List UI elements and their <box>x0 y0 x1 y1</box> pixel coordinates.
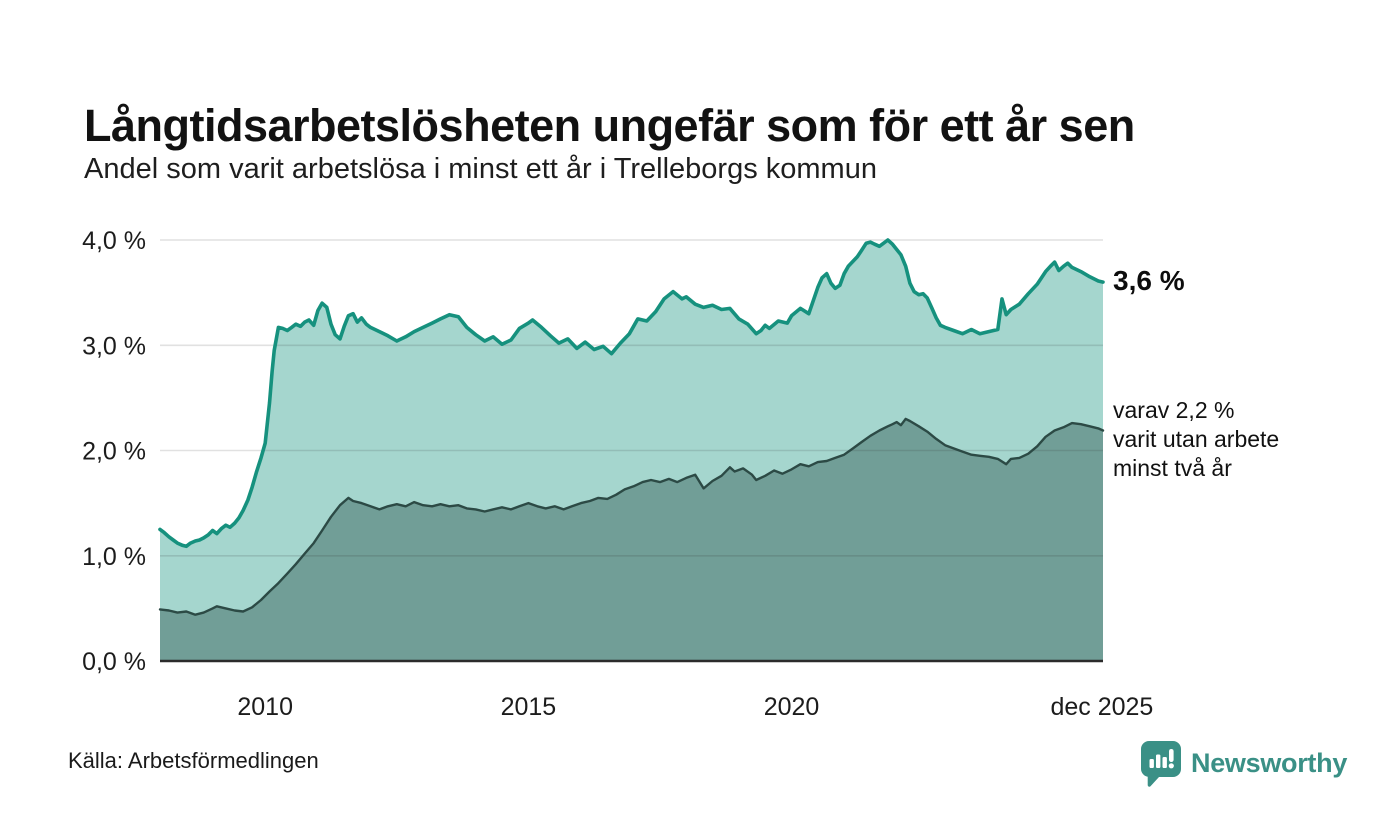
line-two-years <box>158 417 1105 616</box>
y-tick-label: 1,0 % <box>82 543 146 571</box>
page-title: Långtidsarbetslösheten ungefär som för e… <box>84 100 1135 152</box>
annotation-latest-value: 3,6 % <box>1113 265 1185 296</box>
line-one-year <box>158 238 1105 549</box>
y-tick-label: 4,0 % <box>82 227 146 255</box>
x-tick-label: 2010 <box>237 693 293 721</box>
y-tick-label: 0,0 % <box>82 648 146 676</box>
brand-name: Newsworthy <box>1191 748 1348 778</box>
page-subtitle: Andel som varit arbetslösa i minst ett å… <box>84 153 877 185</box>
x-tick-label: dec 2025 <box>1050 693 1153 721</box>
y-tick-label: 2,0 % <box>82 438 146 466</box>
brand-logo: Newsworthy <box>1140 740 1347 787</box>
x-tick-label: 2015 <box>501 693 557 721</box>
x-tick-label: 2020 <box>764 693 820 721</box>
source-note: Källa: Arbetsförmedlingen <box>68 748 319 773</box>
area-fill-two-years <box>160 418 1103 661</box>
newsworthy-logo-icon <box>1140 740 1182 787</box>
annotation-two-years: varav 2,2 % varit utan arbete minst två … <box>1113 397 1280 481</box>
y-tick-label: 3,0 % <box>82 332 146 360</box>
